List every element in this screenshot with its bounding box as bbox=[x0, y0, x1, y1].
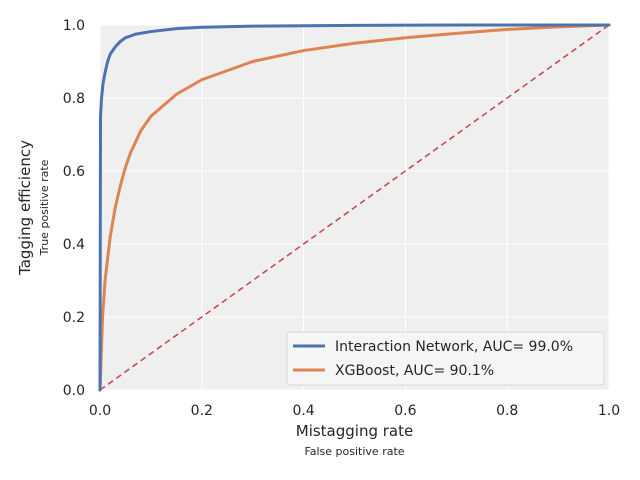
legend-label-interaction-network: Interaction Network, AUC= 99.0% bbox=[335, 339, 573, 355]
y-tick-label: 0.6 bbox=[63, 164, 85, 180]
legend-box bbox=[286, 331, 605, 386]
y-tick-label: 1.0 bbox=[63, 18, 85, 34]
y-axis-title: Tagging efficiency bbox=[16, 140, 34, 276]
y-tick-label: 0.0 bbox=[63, 383, 85, 399]
x-axis-title: Mistagging rate bbox=[296, 422, 413, 440]
tick-labels: 0.0 0.2 0.4 0.6 0.8 1.0 0.0 0.2 0.4 0.6 0.8 1.0 bbox=[63, 18, 620, 419]
y-tick-label: 0.8 bbox=[63, 91, 85, 107]
y-axis-subtitle: True positive rate bbox=[38, 159, 51, 256]
x-tick-label: 0.8 bbox=[496, 403, 518, 419]
series-line-xgboost bbox=[98, 23, 611, 392]
x-tick-label: 0.0 bbox=[89, 403, 111, 419]
x-tick-label: 0.6 bbox=[394, 403, 416, 419]
y-tick-label: 0.2 bbox=[63, 310, 85, 326]
series-line-interaction-network bbox=[98, 23, 611, 392]
x-tick-label: 0.4 bbox=[292, 403, 314, 419]
y-tick-label: 0.4 bbox=[63, 237, 85, 253]
series-lines bbox=[98, 23, 611, 392]
grid bbox=[99, 24, 610, 391]
x-axis-subtitle: False positive rate bbox=[304, 445, 404, 458]
x-tick-label: 1.0 bbox=[598, 403, 620, 419]
legend-label-xgboost: XGBoost, AUC= 90.1% bbox=[335, 363, 494, 379]
legend: Interaction Network, AUC= 99.0% XGBoost,… bbox=[286, 331, 605, 386]
x-tick-label: 0.2 bbox=[191, 403, 213, 419]
random-guess-reference-line bbox=[99, 24, 610, 391]
